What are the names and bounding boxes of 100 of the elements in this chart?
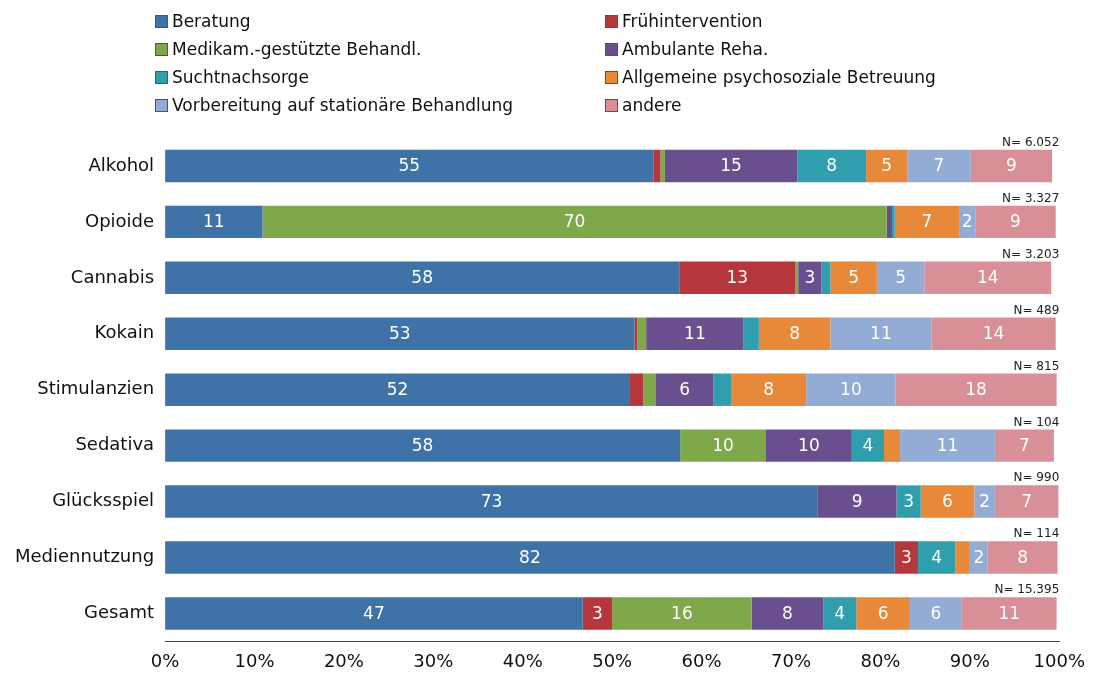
bar <box>895 373 1057 406</box>
bar <box>969 541 988 574</box>
data-label: 7 <box>1021 490 1033 511</box>
bar <box>680 429 766 462</box>
x-tick-label: 70% <box>771 649 812 671</box>
data-label: 58 <box>411 435 434 456</box>
x-tick-label: 30% <box>413 649 454 671</box>
bar <box>896 485 921 518</box>
legend-label: Suchtnachsorge <box>172 67 309 87</box>
bar <box>646 317 744 350</box>
annotation: N= 6.052 <box>1002 134 1060 149</box>
data-label: 10 <box>840 379 862 400</box>
bar <box>851 429 885 462</box>
data-label: 6 <box>877 602 889 623</box>
y-tick-label: Glücksspiel <box>52 489 155 511</box>
bar <box>876 261 925 295</box>
bar <box>917 541 956 574</box>
data-label: 14 <box>982 323 1005 344</box>
data-label: 8 <box>826 155 838 176</box>
data-label: 11 <box>998 602 1021 623</box>
annotation: N= 104 <box>1013 414 1060 429</box>
y-tick-label: Stimulanzien <box>37 377 155 399</box>
data-label: 8 <box>763 379 775 400</box>
bar <box>165 485 818 518</box>
y-tick-label: Sedativa <box>75 433 155 455</box>
data-label: 2 <box>961 211 973 232</box>
bar <box>856 597 910 630</box>
bar <box>165 205 263 239</box>
data-label: 5 <box>881 155 893 176</box>
bar <box>994 485 1059 518</box>
bar <box>886 205 893 239</box>
bar <box>987 541 1058 574</box>
y-tick-label: Gesamt <box>84 601 155 623</box>
bar <box>165 597 583 630</box>
data-label: 55 <box>398 155 421 176</box>
annotation: N= 3.203 <box>1002 246 1060 261</box>
bar <box>655 373 714 406</box>
data-label: 3 <box>903 490 915 511</box>
data-label: 14 <box>976 267 999 288</box>
data-label: 7 <box>933 155 945 176</box>
data-label: 58 <box>411 267 433 288</box>
bar <box>751 597 824 630</box>
bar <box>795 261 799 295</box>
y-tick-label: Cannabis <box>70 265 155 287</box>
bar <box>637 317 647 350</box>
annotation: N= 15.395 <box>994 582 1060 597</box>
data-label: 7 <box>921 211 933 232</box>
bar <box>797 149 867 183</box>
y-tick-label: Kokain <box>94 321 155 343</box>
bar <box>994 429 1054 462</box>
bar <box>970 149 1053 183</box>
y-tick-label: Alkohol <box>88 153 155 175</box>
data-label: 2 <box>979 490 991 511</box>
data-label: 11 <box>202 211 225 232</box>
bar <box>165 541 895 574</box>
data-label: 5 <box>895 267 906 288</box>
data-label: 3 <box>804 267 816 288</box>
legend-label: Ambulante Reha. <box>622 39 769 59</box>
bar <box>612 597 752 630</box>
x-tick-label: 90% <box>949 649 990 671</box>
bar <box>165 317 635 350</box>
data-label: 4 <box>862 435 874 456</box>
data-label: 13 <box>726 267 749 288</box>
data-label: 10 <box>712 435 734 456</box>
bar <box>765 429 852 462</box>
y-tick-label: Mediennutzung <box>15 545 155 567</box>
bar <box>884 429 901 462</box>
data-label: 4 <box>931 546 943 567</box>
bar <box>920 485 975 518</box>
data-label: 11 <box>684 323 706 344</box>
y-tick-label: Opioide <box>84 209 155 231</box>
bar <box>679 261 796 295</box>
bar <box>975 205 1056 239</box>
legend-label: Medikam.-gestützte Behandl. <box>172 39 422 59</box>
data-label: 6 <box>930 602 942 623</box>
annotation: N= 990 <box>1013 470 1060 485</box>
data-label: 4 <box>834 602 846 623</box>
bar <box>900 429 995 462</box>
data-label: 3 <box>900 546 912 567</box>
data-label: 5 <box>848 267 860 288</box>
bar <box>955 541 970 574</box>
data-label: 6 <box>942 490 953 511</box>
data-label: 8 <box>789 323 800 344</box>
data-label: 11 <box>870 323 892 344</box>
data-label: 9 <box>851 490 863 511</box>
legend-label: Allgemeine psychosoziale Betreuung <box>622 67 936 87</box>
data-label: 82 <box>519 546 541 567</box>
data-label: 52 <box>386 379 409 400</box>
bar <box>758 317 831 350</box>
annotation: N= 489 <box>1013 302 1060 317</box>
data-label: 18 <box>965 379 987 400</box>
x-tick-label: 20% <box>323 649 364 671</box>
bar <box>830 317 932 350</box>
data-label: 70 <box>563 211 586 232</box>
x-tick-label: 0% <box>150 649 180 671</box>
bar <box>894 205 960 239</box>
data-label: 7 <box>1018 435 1030 456</box>
bar <box>653 149 661 183</box>
bar <box>924 261 1052 295</box>
bar <box>823 597 857 630</box>
